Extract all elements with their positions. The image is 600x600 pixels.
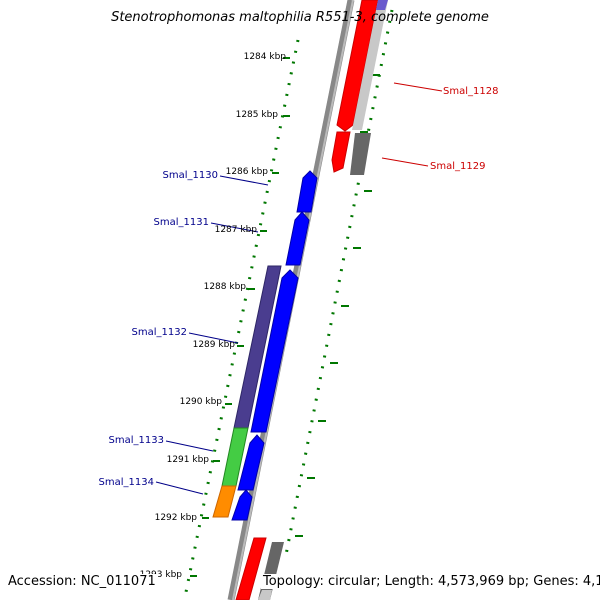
scale-label: 1288 kbp — [204, 282, 247, 292]
gene-smal-1130-arrow[interactable] — [296, 170, 318, 213]
gene-forward-arrow-lower[interactable] — [237, 434, 265, 491]
gene-label-smal-1130[interactable]: Smal_1130 — [163, 170, 218, 181]
scale-label: 1285 kbp — [236, 110, 279, 120]
genome-summary-label: Topology: circular; Length: 4,573,969 bp… — [261, 574, 600, 589]
gene-label-smal-1133[interactable]: Smal_1133 — [109, 435, 164, 446]
gene-grey-block-mid[interactable] — [350, 133, 371, 175]
gene-label-smal-1129[interactable]: Smal_1129 — [430, 161, 485, 172]
gene-forward-long-arrow[interactable] — [250, 269, 299, 433]
gene-label-smal-1128[interactable]: Smal_1128 — [443, 86, 498, 97]
right-ruler-major-ticks — [295, 74, 380, 537]
gene-light-grey-block-top[interactable] — [352, 0, 388, 130]
scale-label: 1290 kbp — [180, 397, 223, 407]
scale-label: 1286 kbp — [226, 167, 269, 177]
gene-red-bottom[interactable] — [235, 537, 267, 600]
gene-label-smal-1132[interactable]: Smal_1132 — [132, 327, 187, 338]
gene-smal-1131[interactable] — [285, 211, 310, 266]
scale-label: 1284 kbp — [244, 52, 287, 62]
left-ruler-major-ticks — [190, 57, 290, 577]
leader-smal-1133 — [165, 440, 214, 452]
accession-label: Accession: NC_011071 — [8, 574, 158, 589]
map-title: Stenotrophomonas maltophilia R551-3, com… — [111, 10, 489, 25]
gene-smal-1130[interactable] — [296, 170, 318, 213]
leader-smal-1129 — [381, 157, 429, 167]
gene-label-smal-1134[interactable]: Smal_1134 — [99, 477, 154, 488]
label-leader-lines — [155, 82, 443, 495]
scale-label: 1289 kbp — [193, 340, 236, 350]
gene-forward-arrow-small[interactable] — [231, 489, 253, 521]
right-ruler — [283, 9, 394, 561]
right-ruler-dots — [283, 9, 394, 561]
gene-smal-1129-arrow[interactable] — [331, 131, 351, 173]
gene-smal-1128-arrow[interactable] — [336, 0, 379, 132]
gene-label-smal-1131[interactable]: Smal_1131 — [154, 217, 209, 228]
gene-purple-strip-top[interactable] — [376, 0, 388, 10]
gene-smal-1134-block[interactable] — [212, 485, 237, 518]
leader-smal-1132 — [188, 332, 239, 344]
scale-labels: 1284 kbp 1285 kbp 1286 kbp 1287 kbp 1288… — [140, 52, 287, 580]
scale-label: 1287 kbp — [215, 225, 258, 235]
scale-label: 1293 kbp — [140, 570, 183, 580]
leader-smal-1128 — [393, 82, 443, 92]
leader-smal-1131 — [210, 222, 259, 233]
gene-smal-1134[interactable] — [212, 485, 237, 518]
gene-labels: Smal_1128 Smal_1129 Smal_1130 Smal_1131 … — [99, 86, 499, 488]
gene-smal-1129[interactable] — [331, 131, 351, 173]
gene-smal-1131-arrow[interactable] — [285, 211, 310, 266]
gene-smal-1128[interactable] — [336, 0, 379, 132]
left-ruler — [184, 39, 300, 593]
leader-smal-1134 — [155, 481, 204, 495]
scale-label: 1292 kbp — [155, 513, 198, 523]
leader-smal-1130 — [219, 175, 269, 186]
scale-label: 1291 kbp — [167, 455, 210, 465]
gene-light-grey-bottom[interactable] — [258, 590, 272, 600]
